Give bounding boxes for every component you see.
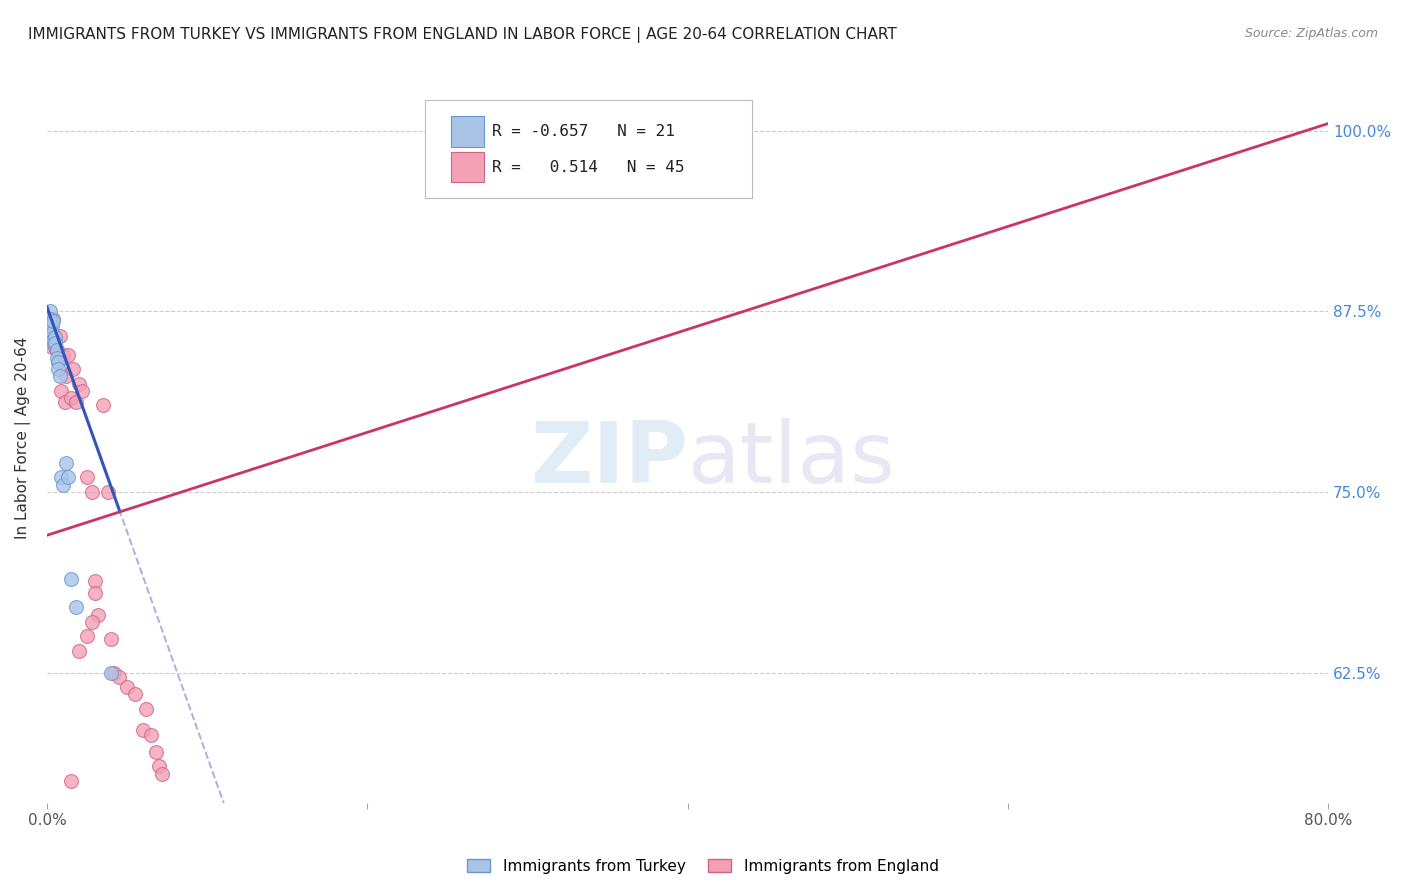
Point	[39, 311, 62, 326]
Point	[65, 600, 87, 615]
Point	[80, 615, 103, 629]
FancyBboxPatch shape	[450, 116, 484, 146]
Point	[52, 348, 75, 362]
Point	[108, 670, 131, 684]
Point	[124, 687, 146, 701]
Point	[65, 395, 87, 409]
Point	[45, 343, 67, 358]
Point	[59, 773, 82, 788]
Point	[139, 728, 162, 742]
Point	[55, 456, 77, 470]
Point	[135, 701, 157, 715]
Point	[41, 341, 63, 355]
FancyBboxPatch shape	[425, 100, 752, 198]
Point	[70, 384, 93, 398]
Point	[59, 391, 82, 405]
Point	[76, 629, 98, 643]
Point	[67, 376, 90, 391]
Point	[44, 341, 66, 355]
Point	[44, 333, 66, 347]
Point	[62, 362, 84, 376]
Point	[44, 330, 66, 344]
Point	[46, 355, 69, 369]
Point	[103, 665, 125, 680]
Point	[56, 348, 79, 362]
Text: R =   0.514   N = 45: R = 0.514 N = 45	[492, 160, 685, 175]
Point	[53, 395, 76, 409]
Point	[42, 333, 65, 347]
Point	[39, 304, 62, 318]
Point	[45, 351, 67, 365]
Point	[39, 329, 62, 343]
Point	[39, 323, 62, 337]
Text: Source: ZipAtlas.com: Source: ZipAtlas.com	[1244, 27, 1378, 40]
Point	[44, 336, 66, 351]
Point	[49, 369, 72, 384]
Point	[41, 318, 63, 333]
Text: atlas: atlas	[688, 418, 896, 501]
Point	[132, 723, 155, 738]
Point	[97, 484, 120, 499]
Point	[115, 680, 138, 694]
Point	[100, 632, 122, 647]
Point	[46, 355, 69, 369]
Point	[45, 343, 67, 358]
Y-axis label: In Labor Force | Age 20-64: In Labor Force | Age 20-64	[15, 336, 31, 539]
Text: IMMIGRANTS FROM TURKEY VS IMMIGRANTS FROM ENGLAND IN LABOR FORCE | AGE 20-64 COR: IMMIGRANTS FROM TURKEY VS IMMIGRANTS FRO…	[28, 27, 897, 43]
Point	[55, 369, 77, 384]
Point	[76, 470, 98, 484]
Point	[42, 311, 65, 326]
Point	[41, 326, 63, 340]
Point	[84, 586, 107, 600]
Point	[42, 329, 65, 343]
Point	[49, 329, 72, 343]
Point	[148, 759, 170, 773]
Point	[145, 745, 167, 759]
Point	[51, 384, 73, 398]
Point	[38, 333, 60, 347]
Point	[42, 314, 65, 328]
Point	[84, 574, 107, 589]
Point	[100, 665, 122, 680]
Point	[49, 351, 72, 366]
Point	[52, 477, 75, 491]
FancyBboxPatch shape	[450, 152, 484, 182]
Point	[59, 572, 82, 586]
Point	[56, 470, 79, 484]
Point	[87, 607, 110, 622]
Point	[38, 329, 60, 343]
Legend: Immigrants from Turkey, Immigrants from England: Immigrants from Turkey, Immigrants from …	[461, 853, 945, 880]
Point	[51, 470, 73, 484]
Point	[67, 644, 90, 658]
Point	[91, 398, 114, 412]
Text: ZIP: ZIP	[530, 418, 688, 501]
Point	[41, 334, 63, 349]
Point	[46, 362, 69, 376]
Point	[150, 766, 173, 780]
Text: R = -0.657   N = 21: R = -0.657 N = 21	[492, 124, 675, 139]
Point	[80, 484, 103, 499]
